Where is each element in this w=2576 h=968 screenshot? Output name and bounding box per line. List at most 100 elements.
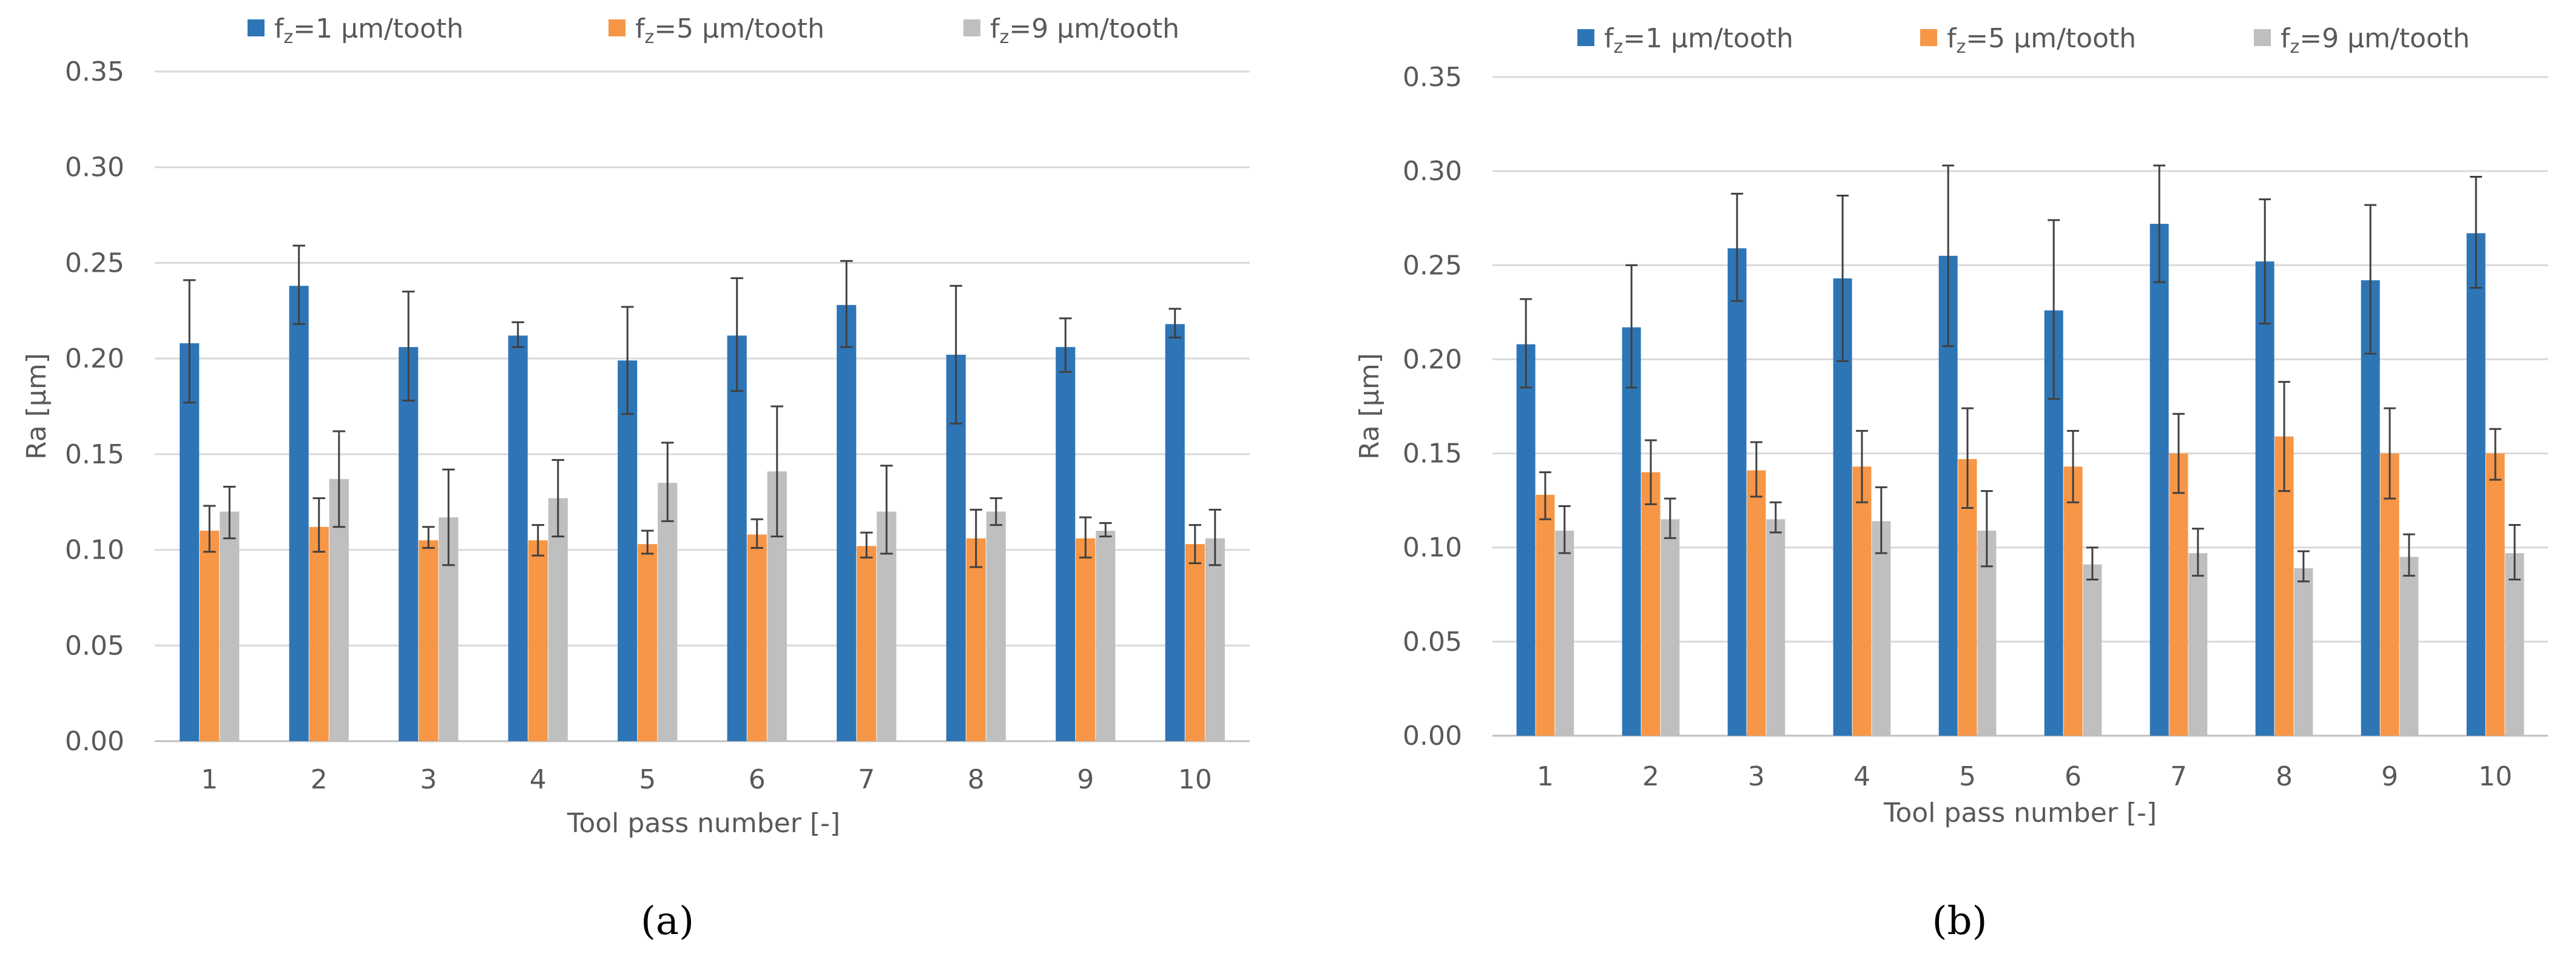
y-tick-label: 0.25 (65, 247, 124, 278)
bar (2255, 261, 2274, 736)
legend-label: fz=1 µm/tooth (274, 13, 464, 48)
bar (2083, 564, 2102, 736)
legend-swatch (1577, 29, 1594, 46)
bar (2149, 224, 2169, 736)
legend-label: fz=1 µm/tooth (1604, 23, 1793, 58)
bar (1872, 521, 1891, 736)
legend-swatch (609, 19, 625, 36)
y-tick-label: 0.30 (1403, 156, 1462, 187)
bar (2399, 557, 2419, 736)
x-tick-label: 5 (639, 764, 656, 795)
bar (220, 511, 240, 741)
y-axis-title: Ra [µm] (21, 353, 52, 460)
bar (1641, 472, 1661, 736)
y-tick-label: 0.35 (65, 56, 124, 87)
y-tick-label: 0.20 (1403, 344, 1462, 375)
bar (638, 544, 658, 741)
y-tick-label: 0.10 (65, 535, 124, 566)
y-tick-label: 0.00 (1403, 721, 1462, 751)
bar (508, 335, 528, 741)
x-tick-label: 2 (311, 764, 328, 795)
bar (727, 335, 747, 741)
bar (1661, 519, 1680, 736)
x-tick-label: 4 (1853, 761, 1870, 792)
bar (1165, 324, 1185, 741)
bar (837, 304, 857, 741)
bar (1205, 538, 1225, 741)
bar (1516, 344, 1536, 736)
bar (1076, 538, 1096, 741)
x-tick-label: 1 (1537, 761, 1554, 792)
bar (747, 534, 767, 741)
y-tick-label: 0.10 (1403, 533, 1462, 563)
bar (1555, 530, 1574, 736)
bar (986, 511, 1006, 741)
x-tick-label: 3 (1748, 761, 1765, 792)
bar (2505, 553, 2524, 736)
bar (658, 483, 678, 741)
bar (1766, 519, 1785, 736)
panel-b: 0.00 0.05 0.10 0.15 0.20 0.25 0.30 0.35 Ra [µm] T… (1354, 23, 2548, 944)
bar (309, 526, 329, 741)
bar (2063, 466, 2083, 736)
bar (1622, 327, 1641, 736)
y-tick-label: 0.35 (1403, 62, 1462, 93)
bar (2294, 568, 2313, 736)
y-tick-label: 0.00 (65, 726, 124, 757)
bar (1747, 470, 1766, 736)
legend-label: fz=5 µm/tooth (635, 13, 824, 48)
bar (618, 360, 638, 741)
bar (2486, 453, 2505, 736)
x-tick-label: 10 (1178, 764, 1212, 795)
legend-swatch (1920, 29, 1937, 46)
x-tick-label: 4 (530, 764, 547, 795)
legend-label: fz=9 µm/tooth (2281, 23, 2470, 58)
x-tick-label: 2 (1642, 761, 1659, 792)
x-tick-label: 8 (2276, 761, 2293, 792)
bar (1727, 248, 1747, 736)
legend-label: fz=9 µm/tooth (990, 13, 1179, 48)
panel-label: (a) (641, 899, 694, 944)
bar (399, 347, 419, 741)
x-tick-label: 1 (201, 764, 218, 795)
x-tick-label: 9 (1077, 764, 1094, 795)
bar (419, 540, 439, 741)
bar (1096, 531, 1116, 741)
legend-swatch (248, 19, 265, 36)
y-tick-label: 0.05 (1403, 627, 1462, 657)
x-tick-label: 9 (2381, 761, 2398, 792)
bar (180, 343, 200, 741)
x-tick-label: 6 (749, 764, 766, 795)
bar (1852, 466, 1872, 736)
bar (1056, 347, 1076, 741)
x-tick-label: 8 (968, 764, 985, 795)
bar (857, 546, 877, 741)
legend-label: fz=5 µm/tooth (1947, 23, 2136, 58)
x-tick-label: 7 (858, 764, 875, 795)
x-tick-label: 5 (1959, 761, 1976, 792)
bar (966, 538, 986, 741)
x-axis-title: Tool pass number [-] (1883, 798, 2157, 829)
bar (548, 498, 568, 741)
panel-a: 0.00 0.05 0.10 0.15 0.20 0.25 0.30 0.35 Ra [µm] T… (21, 13, 1250, 944)
y-tick-label: 0.25 (1403, 250, 1462, 281)
bar (2380, 453, 2399, 736)
bar (2466, 233, 2486, 736)
panel-label: (b) (1932, 899, 1988, 944)
y-tick-label: 0.15 (65, 439, 124, 470)
y-tick-label: 0.20 (65, 343, 124, 374)
bar (528, 540, 548, 741)
bar (1185, 544, 1205, 741)
y-tick-label: 0.05 (65, 630, 124, 661)
x-tick-label: 7 (2170, 761, 2187, 792)
y-tick-label: 0.30 (65, 152, 124, 183)
legend-swatch (963, 19, 980, 36)
bar (2188, 553, 2208, 736)
y-axis-title: Ra [µm] (1354, 353, 1385, 460)
x-axis-title: Tool pass number [-] (567, 808, 840, 839)
bar (2361, 280, 2380, 736)
x-tick-label: 3 (420, 764, 437, 795)
bar (289, 286, 309, 741)
bar (200, 531, 220, 741)
